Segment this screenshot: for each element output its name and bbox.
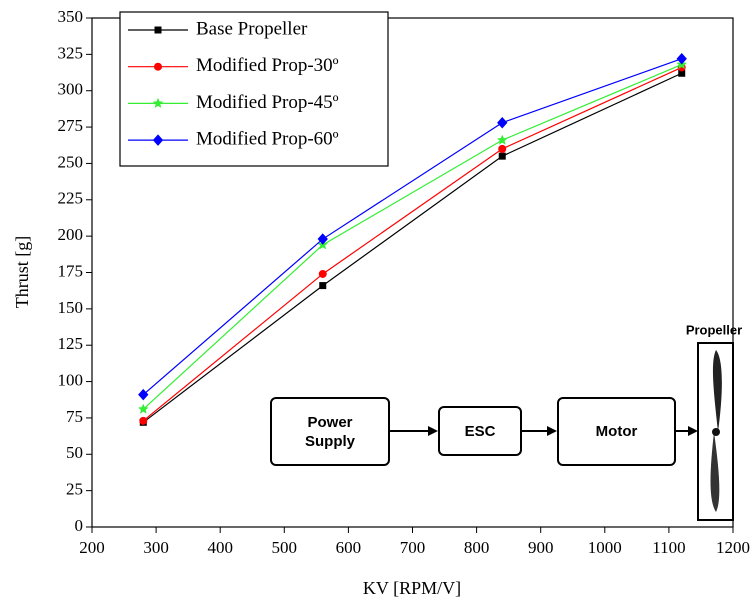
x-tick-label: 900: [528, 538, 554, 557]
y-tick-label: 125: [58, 334, 84, 353]
legend-label: Modified Prop-45º: [196, 92, 339, 113]
block: ESC: [438, 406, 522, 456]
x-tick-label: 1200: [716, 538, 750, 557]
x-tick-label: 800: [464, 538, 490, 557]
y-tick-label: 300: [58, 80, 84, 99]
inset-arrows: [390, 426, 698, 436]
y-axis-label: Thrust [g]: [12, 236, 32, 308]
y-tick-label: 100: [58, 370, 84, 389]
marker: [497, 116, 508, 129]
marker: [498, 152, 506, 160]
y-tick-label: 50: [66, 443, 83, 462]
marker: [496, 134, 508, 145]
x-tick-label: 200: [79, 538, 105, 557]
marker: [319, 282, 327, 290]
series-line: [142, 72, 682, 423]
x-tick-label: 500: [272, 538, 298, 557]
marker: [318, 269, 327, 278]
x-tick-label: 300: [143, 538, 169, 557]
series-line: [142, 58, 682, 396]
y-tick-label: 250: [58, 152, 84, 171]
y-tick-label: 325: [58, 43, 84, 62]
x-tick-label: 400: [207, 538, 233, 557]
x-axis-label: KV [RPM/V]: [363, 578, 461, 598]
inset-label: Propeller: [686, 322, 742, 337]
marker: [317, 233, 328, 245]
marker: [676, 52, 687, 65]
marker: [152, 134, 164, 146]
marker: [138, 388, 149, 401]
x-tick-label: 700: [400, 538, 426, 557]
y-tick-label: 350: [58, 7, 84, 26]
block: Motor: [557, 397, 676, 466]
marker: [139, 416, 148, 425]
legend-label: Base Propeller: [196, 18, 308, 39]
y-tick-label: 275: [58, 116, 84, 135]
y-tick-label: 175: [58, 261, 84, 280]
x-tick-label: 1100: [652, 538, 685, 557]
y-tick-label: 150: [58, 298, 84, 317]
legend-label: Modified Prop-60º: [196, 128, 339, 149]
marker: [152, 97, 164, 108]
series-line: [142, 63, 682, 410]
y-tick-label: 0: [75, 516, 84, 535]
block: Power Supply: [270, 397, 390, 466]
y-tick-label: 200: [58, 225, 84, 244]
marker: [137, 403, 149, 414]
marker: [498, 144, 507, 153]
marker: [154, 26, 162, 34]
propeller-picture: [697, 342, 734, 521]
y-tick-label: 75: [66, 407, 83, 426]
series-line: [142, 66, 682, 422]
y-tick-label: 25: [66, 480, 83, 499]
legend-label: Modified Prop-30º: [196, 55, 339, 76]
marker: [154, 62, 162, 71]
x-tick-label: 600: [336, 538, 362, 557]
y-tick-label: 225: [58, 189, 84, 208]
x-tick-label: 1000: [588, 538, 622, 557]
